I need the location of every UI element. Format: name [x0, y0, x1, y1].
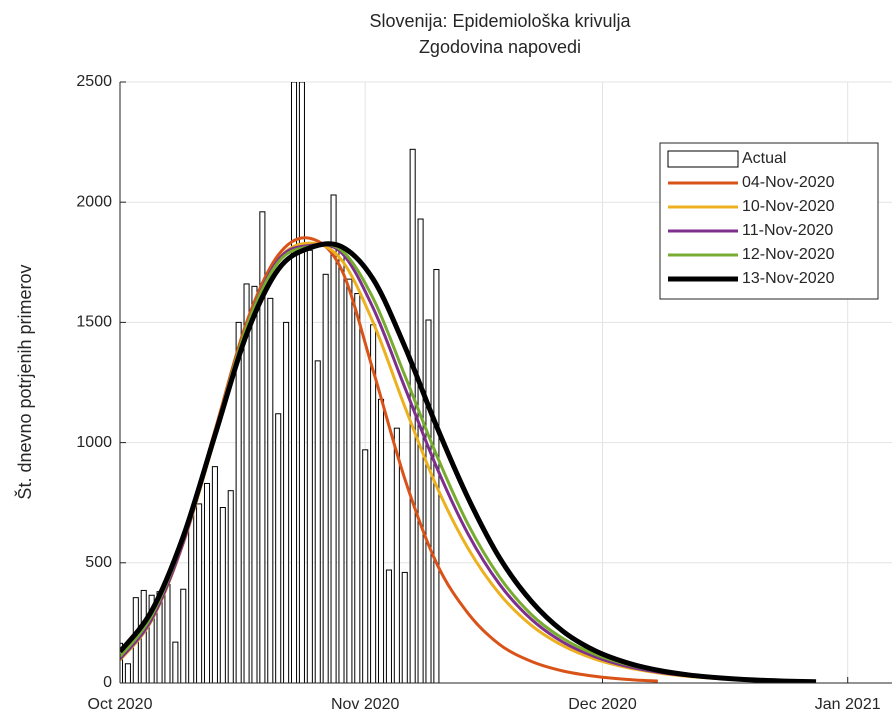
- legend-label: 04-Nov-2020: [742, 174, 835, 191]
- chart-title: Slovenija: Epidemiološka krivulja: [369, 11, 631, 31]
- legend-label: Actual: [742, 150, 786, 167]
- bar: [377, 398, 385, 683]
- bar: [306, 249, 313, 683]
- bar: [338, 249, 345, 683]
- bar: [322, 273, 329, 683]
- bar: [172, 641, 179, 683]
- bar: [283, 321, 290, 683]
- bar: [203, 482, 211, 683]
- bar: [346, 278, 353, 683]
- x-tick-label: Jan 2021: [815, 696, 881, 713]
- bar: [235, 321, 242, 683]
- line: [120, 241, 817, 683]
- bar: [251, 285, 258, 683]
- bar: [188, 514, 195, 683]
- bar: [275, 413, 282, 683]
- y-axis-label: Št. dnevno potrjenih primerov: [14, 264, 35, 499]
- legend-label: 13-Nov-2020: [742, 270, 835, 287]
- bar: [433, 269, 440, 683]
- bar: [227, 490, 234, 683]
- chart-subtitle: Zgodovina napovedi: [419, 37, 581, 57]
- legend-label: 12-Nov-2020: [742, 246, 835, 263]
- bar: [401, 571, 408, 683]
- x-tick-label: Oct 2020: [88, 696, 153, 713]
- bar: [243, 283, 250, 683]
- legend-label: 11-Nov-2020: [742, 222, 833, 239]
- bar: [267, 297, 274, 683]
- legend-swatch: [667, 150, 739, 168]
- bar: [393, 427, 400, 683]
- y-tick-label: 2000: [76, 193, 112, 210]
- bar: [385, 569, 392, 683]
- legend-box: [659, 142, 879, 300]
- bar: [180, 588, 187, 683]
- bar: [425, 319, 432, 683]
- bar: [330, 194, 337, 683]
- bar: [314, 360, 321, 683]
- x-tick-label: Dec 2020: [568, 696, 637, 713]
- bar: [148, 594, 155, 683]
- bar: [211, 466, 218, 683]
- y-tick-label: 500: [85, 554, 112, 571]
- bar: [298, 82, 305, 683]
- y-tick-label: 0: [103, 674, 112, 691]
- x-tick-label: Nov 2020: [331, 696, 400, 713]
- bar: [124, 663, 131, 683]
- bar: [219, 507, 226, 683]
- y-tick-label: 1500: [76, 314, 112, 331]
- bar: [354, 293, 361, 683]
- y-tick-label: 1000: [76, 434, 112, 451]
- bar: [120, 642, 124, 683]
- legend-label: 10-Nov-2020: [742, 198, 835, 215]
- bar: [409, 148, 416, 683]
- plot: [120, 82, 817, 683]
- bar: [290, 82, 298, 683]
- y-tick-label: 2500: [76, 73, 112, 90]
- bar: [164, 583, 171, 683]
- bar: [196, 503, 203, 683]
- bar: [362, 449, 369, 683]
